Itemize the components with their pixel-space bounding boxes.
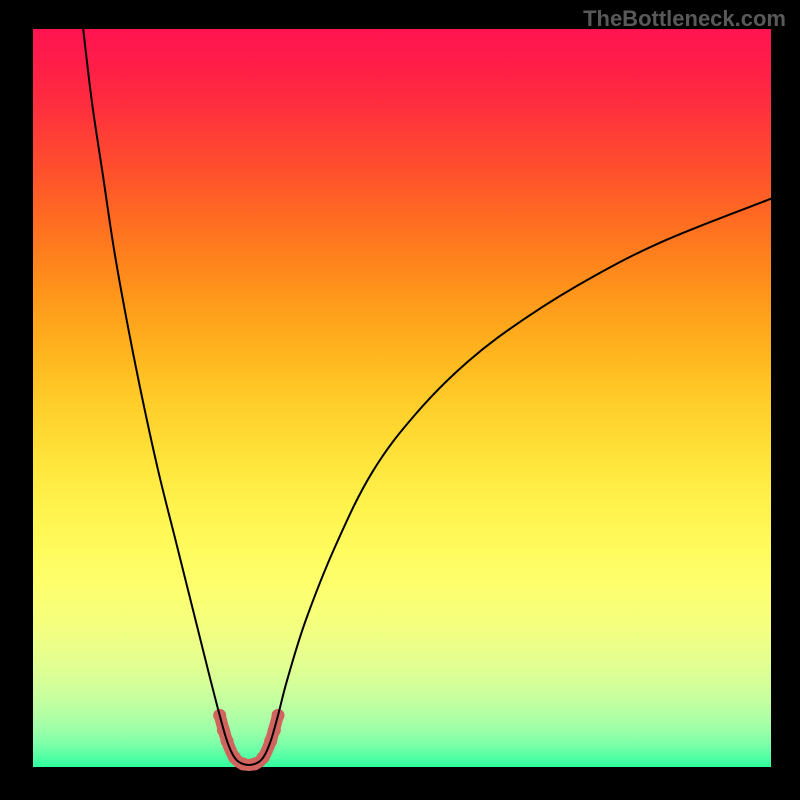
bottleneck-curve [83,29,771,765]
plot-area [33,29,771,767]
watermark-text: TheBottleneck.com [583,6,786,32]
curve-overlay [33,29,771,767]
